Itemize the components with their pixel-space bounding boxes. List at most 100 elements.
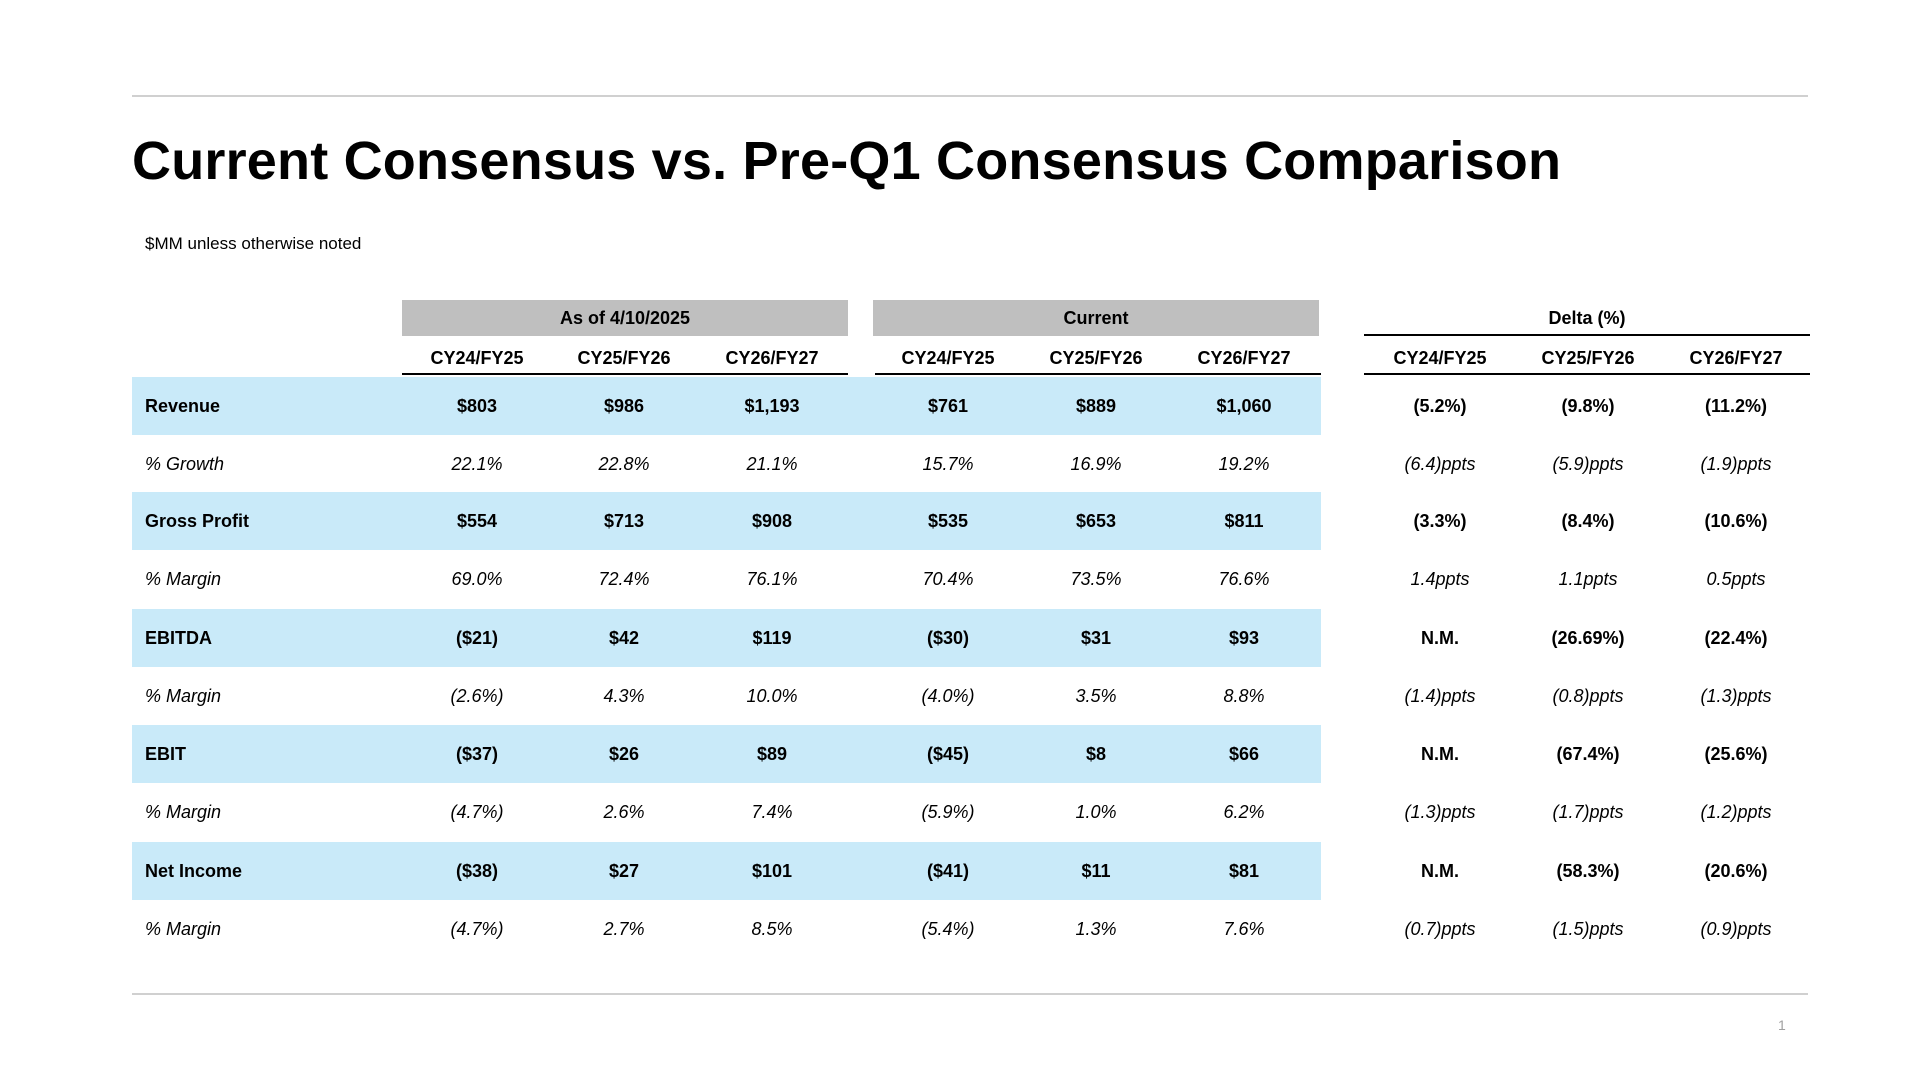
table-row-revenue: Revenue $803 $986 $1,193 $761 $889 $1,06… bbox=[0, 377, 1920, 435]
table-cell: 70.4% bbox=[922, 569, 974, 589]
table-cell: N.M. bbox=[1421, 744, 1459, 764]
header-underline bbox=[402, 373, 848, 375]
row-label: % Margin bbox=[145, 686, 222, 706]
column-header: CY25/FY26 bbox=[1049, 348, 1143, 368]
table-cell: (9.8%) bbox=[1561, 396, 1615, 416]
table-cell: (1.7)ppts bbox=[1552, 802, 1624, 822]
row-label: Revenue bbox=[145, 396, 221, 416]
column-header: CY26/FY27 bbox=[725, 348, 819, 368]
table-cell: 1.3% bbox=[1075, 919, 1117, 939]
table-cell: $535 bbox=[927, 511, 969, 531]
table-cell: $93 bbox=[1228, 628, 1260, 648]
table-cell: $1,060 bbox=[1216, 396, 1272, 416]
table-cell: (4.7%) bbox=[450, 919, 504, 939]
table-cell: 22.8% bbox=[598, 454, 650, 474]
table-cell: 22.1% bbox=[451, 454, 503, 474]
table-cell: $803 bbox=[456, 396, 498, 416]
table-cell: 3.5% bbox=[1075, 686, 1117, 706]
table-cell: $31 bbox=[1080, 628, 1112, 648]
table-cell: (5.9)ppts bbox=[1552, 454, 1624, 474]
table-cell: (26.69%) bbox=[1551, 628, 1625, 648]
table-cell: ($41) bbox=[926, 861, 970, 881]
header-underline bbox=[1364, 373, 1810, 375]
table-cell: 1.1ppts bbox=[1558, 569, 1618, 589]
table-cell: N.M. bbox=[1421, 628, 1459, 648]
table-cell: $11 bbox=[1081, 861, 1111, 881]
group-header-delta: Delta (%) bbox=[1364, 300, 1810, 336]
column-header: CY25/FY26 bbox=[577, 348, 671, 368]
table-cell: 21.1% bbox=[746, 454, 798, 474]
row-label: EBITDA bbox=[145, 628, 212, 648]
table-cell: (6.4)ppts bbox=[1404, 454, 1476, 474]
table-cell: (4.7%) bbox=[450, 802, 504, 822]
row-label: Gross Profit bbox=[145, 511, 250, 531]
table-cell: (5.2%) bbox=[1413, 396, 1467, 416]
table-row-ebitda: EBITDA ($21) $42 $119 ($30) $31 $93 N.M.… bbox=[0, 609, 1920, 667]
table-cell: (20.6%) bbox=[1704, 861, 1768, 881]
table-cell: $761 bbox=[927, 396, 969, 416]
table-cell: $81 bbox=[1228, 861, 1260, 881]
row-label: Net Income bbox=[145, 861, 243, 881]
table-cell: $1,193 bbox=[744, 396, 800, 416]
column-header: CY26/FY27 bbox=[1197, 348, 1291, 368]
table-row-ebitda-margin: % Margin (2.6%) 4.3% 10.0% (4.0%) 3.5% 8… bbox=[0, 667, 1920, 725]
table-cell: (1.5)ppts bbox=[1552, 919, 1624, 939]
table-cell: (1.9)ppts bbox=[1700, 454, 1772, 474]
units-note: $MM unless otherwise noted bbox=[145, 234, 362, 253]
table-cell: (11.2%) bbox=[1704, 396, 1768, 416]
row-label: % Margin bbox=[145, 569, 222, 589]
table-cell: 8.8% bbox=[1223, 686, 1265, 706]
table-cell: 1.4ppts bbox=[1410, 569, 1470, 589]
table-row-net-margin: % Margin (4.7%) 2.7% 8.5% (5.4%) 1.3% 7.… bbox=[0, 900, 1920, 958]
table-cell: 7.4% bbox=[751, 802, 793, 822]
table-cell: 0.5ppts bbox=[1706, 569, 1766, 589]
table-cell: $653 bbox=[1075, 511, 1117, 531]
column-header: CY24/FY25 bbox=[430, 348, 524, 368]
group-header-current: Current bbox=[873, 300, 1319, 336]
header-underline bbox=[875, 373, 1321, 375]
table-cell: (0.9)ppts bbox=[1700, 919, 1772, 939]
table-cell: 1.0% bbox=[1075, 802, 1117, 822]
group-header-as-of: As of 4/10/2025 bbox=[402, 300, 848, 336]
table-cell: 2.6% bbox=[603, 802, 645, 822]
column-header: CY25/FY26 bbox=[1541, 348, 1635, 368]
table-cell: (1.3)ppts bbox=[1404, 802, 1476, 822]
table-cell: (1.3)ppts bbox=[1700, 686, 1772, 706]
table-cell: (10.6%) bbox=[1704, 511, 1768, 531]
table-cell: $554 bbox=[456, 511, 498, 531]
table-cell: (0.7)ppts bbox=[1404, 919, 1476, 939]
table-cell: $66 bbox=[1228, 744, 1260, 764]
table-cell: ($30) bbox=[926, 628, 970, 648]
table-row-ebit: EBIT ($37) $26 $89 ($45) $8 $66 N.M. (67… bbox=[0, 725, 1920, 783]
table-cell: 16.9% bbox=[1070, 454, 1122, 474]
table-cell: (3.3%) bbox=[1413, 511, 1467, 531]
table-cell: 8.5% bbox=[751, 919, 793, 939]
column-header: CY26/FY27 bbox=[1689, 348, 1783, 368]
table-cell: 2.7% bbox=[603, 919, 645, 939]
table-cell: ($21) bbox=[455, 628, 499, 648]
row-highlight-band bbox=[132, 842, 1321, 900]
table-cell: 69.0% bbox=[451, 569, 503, 589]
table-cell: $101 bbox=[751, 861, 793, 881]
table-cell: ($45) bbox=[926, 744, 970, 764]
table-cell: 73.5% bbox=[1070, 569, 1122, 589]
table-cell: (1.2)ppts bbox=[1700, 802, 1772, 822]
table-cell: $986 bbox=[603, 396, 645, 416]
table-cell: $119 bbox=[752, 628, 792, 648]
column-header: CY24/FY25 bbox=[1393, 348, 1487, 368]
row-highlight-band bbox=[132, 725, 1321, 783]
row-highlight-band bbox=[132, 609, 1321, 667]
page-title: Current Consensus vs. Pre-Q1 Consensus C… bbox=[132, 131, 1562, 191]
table-cell: ($37) bbox=[455, 744, 499, 764]
table-row-ebit-margin: % Margin (4.7%) 2.6% 7.4% (5.9%) 1.0% 6.… bbox=[0, 783, 1920, 841]
table-cell: (2.6%) bbox=[450, 686, 504, 706]
row-label: % Margin bbox=[145, 919, 222, 939]
row-label: % Margin bbox=[145, 802, 222, 822]
table-cell: (0.8)ppts bbox=[1552, 686, 1624, 706]
table-row-gross-margin: % Margin 69.0% 72.4% 76.1% 70.4% 73.5% 7… bbox=[0, 550, 1920, 608]
table-cell: (58.3%) bbox=[1556, 861, 1620, 881]
top-divider bbox=[132, 95, 1808, 97]
table-cell: $8 bbox=[1085, 744, 1107, 764]
table-cell: 76.1% bbox=[746, 569, 798, 589]
table-cell: $42 bbox=[608, 628, 640, 648]
